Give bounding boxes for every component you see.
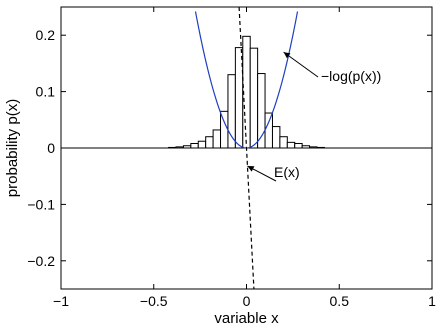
histogram-bar — [205, 136, 214, 149]
histogram-bar — [279, 136, 288, 149]
energy-dashed-line — [238, 6, 255, 290]
axis-ticks: −1 −0.5 0 0.5 1 −0.2 −0.1 0 0.1 0.2 — [27, 7, 436, 309]
curve-annotation-label: −log(p(x)) — [321, 68, 381, 84]
histogram-bars — [168, 35, 325, 149]
x-tick-label: 1 — [428, 293, 436, 309]
annotations: −log(p(x)) E(x) — [247, 51, 381, 182]
y-tick-label: 0.2 — [36, 27, 56, 43]
y-tick-label: −0.1 — [27, 196, 55, 212]
x-axis-label: variable x — [214, 310, 279, 327]
histogram-bar — [271, 126, 281, 149]
histogram-bar — [264, 112, 273, 149]
y-tick-label: 0.1 — [36, 84, 56, 100]
y-tick-label: 0 — [47, 140, 55, 156]
histogram-bar — [294, 142, 303, 149]
y-tick-label: −0.2 — [27, 253, 55, 269]
histogram-bar — [234, 47, 244, 149]
x-tick-label: 0 — [243, 293, 251, 309]
histogram-bar — [249, 47, 259, 149]
energy-annotation-label: E(x) — [274, 164, 300, 180]
x-tick-label: −0.5 — [140, 293, 168, 309]
histogram-bar — [197, 140, 207, 149]
x-tick-label: 0.5 — [330, 293, 350, 309]
histogram-bar — [212, 129, 222, 149]
annotation-arrowhead — [247, 166, 255, 172]
x-tick-label: −1 — [53, 293, 69, 309]
annotation-arrowhead — [283, 52, 291, 59]
annotation-arrow — [283, 51, 319, 78]
histogram-bar — [190, 142, 199, 149]
y-axis-label: probability p(x) — [4, 99, 21, 197]
histogram-bar — [286, 141, 296, 149]
